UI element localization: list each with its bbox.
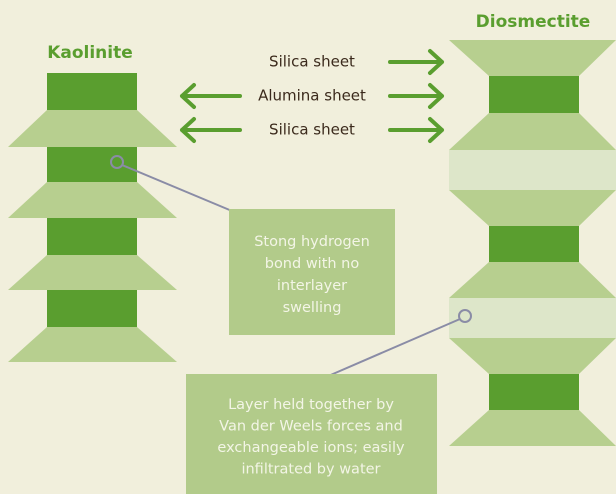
callout-line: interlayer [277,278,347,294]
diosmectite-column [449,40,616,446]
kaolinite-title: Kaolinite [47,43,133,63]
alumina-sheet [489,226,579,262]
callout-line: Stong hydrogen [254,234,370,250]
callout-line: Van der Weels forces and [219,419,403,435]
alumina-sheet [8,327,177,362]
alumina-sheet [489,374,579,410]
sheet-label: Alumina sheet [258,87,366,105]
callout-line: swelling [283,300,342,316]
callout-line: exchangeable ions; easily [217,440,405,456]
silica-sheet [449,410,616,446]
silica-sheet [47,218,137,255]
sheet-label: Silica sheet [269,121,355,139]
silica-sheet [449,40,616,76]
alumina-sheet [8,182,177,218]
diosmectite-title: Diosmectite [476,12,591,32]
silica-sheet [449,113,616,150]
arrow-right [390,51,442,73]
arrow-right [390,119,442,141]
alumina-sheet [8,110,177,147]
water-layer [449,150,616,190]
silica-sheet [449,338,616,374]
arrow-left [182,85,240,107]
callout-line: bond with no [265,256,360,272]
arrow-left [182,119,240,141]
kaolinite-column [8,73,177,362]
silica-sheet [47,73,137,110]
callout-box [229,209,395,335]
silica-sheet [449,190,616,226]
alumina-sheet [8,255,177,290]
alumina-sheet [489,76,579,113]
water-layer [449,298,616,338]
silica-sheet [47,290,137,327]
callout-line: infiltrated by water [241,462,380,478]
arrow-right [390,85,442,107]
callout-line: Layer held together by [228,397,394,413]
diagram: Kaolinite Diosmectite Silica sheet Alumi… [0,0,616,494]
sheet-label: Silica sheet [269,53,355,71]
silica-sheet [449,262,616,298]
